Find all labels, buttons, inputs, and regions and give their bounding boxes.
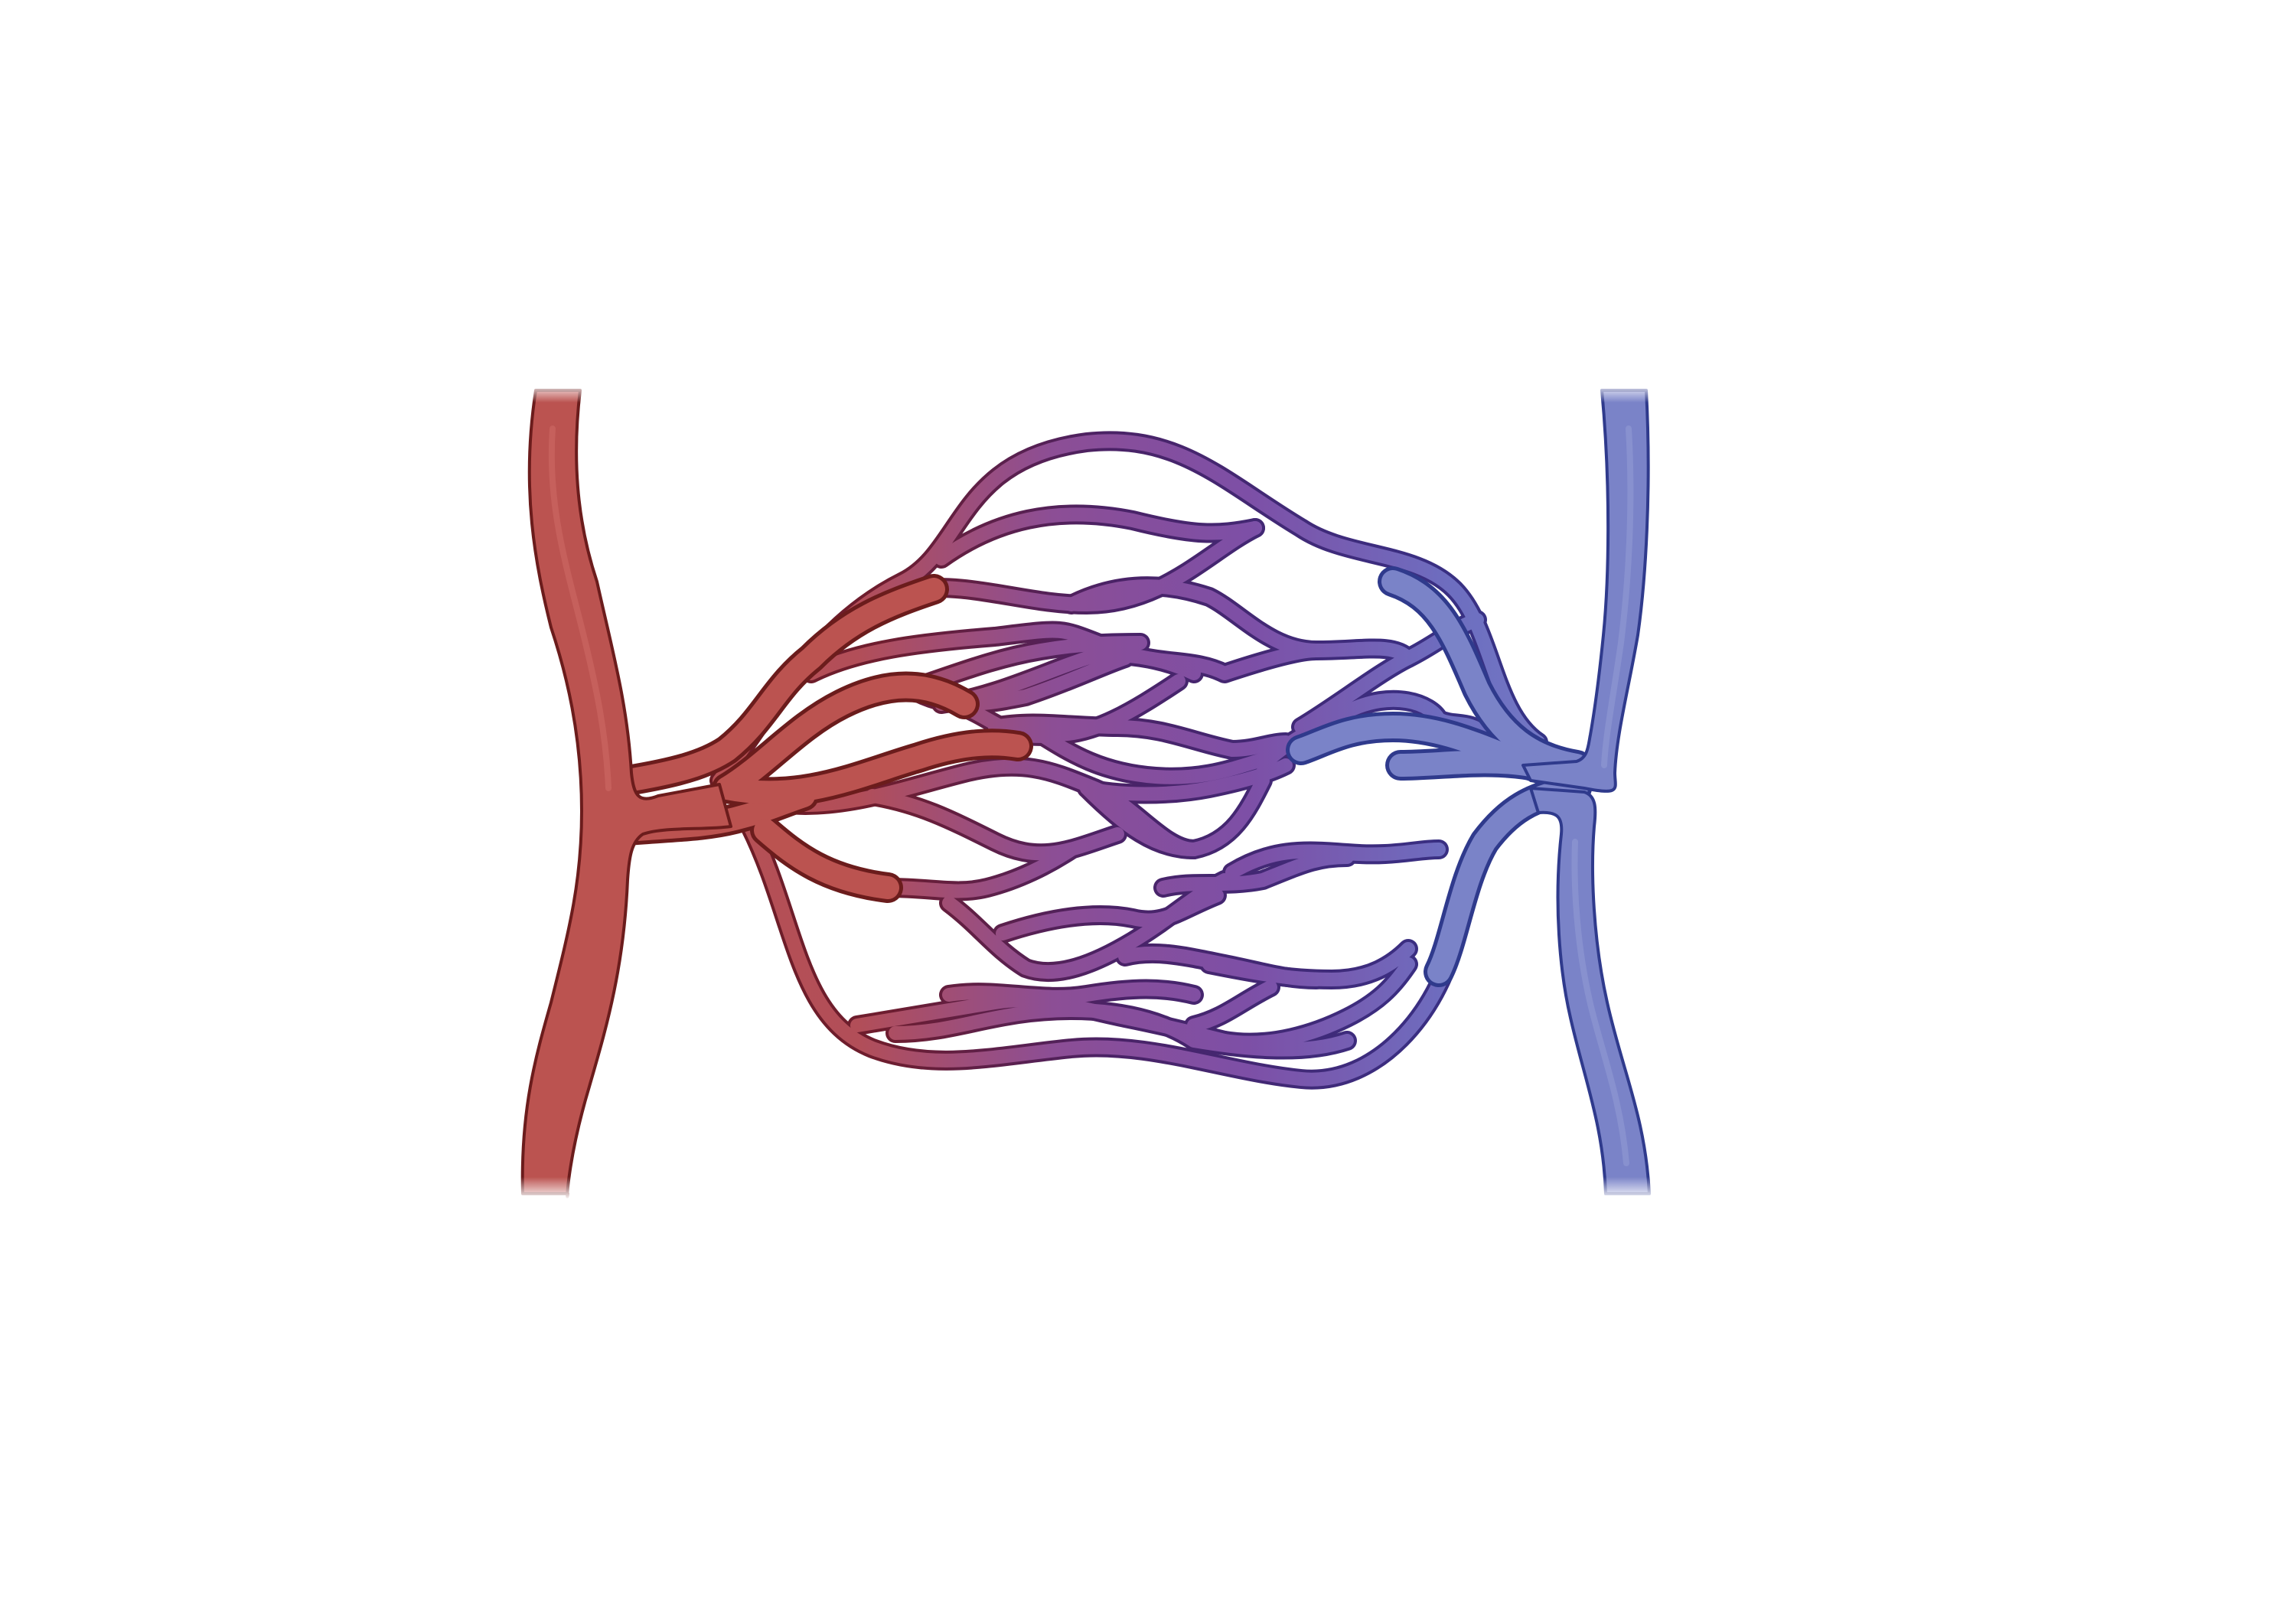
artery-vessel	[505, 383, 731, 1200]
vein-vessel	[1523, 383, 1668, 1200]
